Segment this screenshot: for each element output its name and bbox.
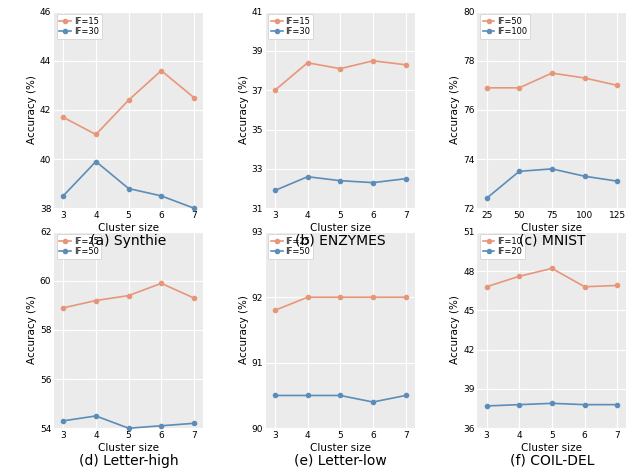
IF=50: [483, 85, 490, 91]
Line: IF=50: IF=50: [485, 71, 619, 90]
IF=100: [581, 174, 588, 179]
IF=100: [483, 196, 490, 201]
Line: IF=15: IF=15: [61, 68, 196, 137]
Line: IF=30: IF=30: [61, 160, 196, 210]
IF=100: [515, 168, 523, 174]
IF=50: [515, 85, 523, 91]
Text: (d) Letter-high: (d) Letter-high: [79, 454, 179, 468]
Y-axis label: Accuracy (%): Accuracy (%): [238, 296, 249, 365]
IF=10: [483, 284, 490, 290]
X-axis label: Cluster size: Cluster size: [98, 443, 159, 453]
IF=15: [304, 60, 312, 66]
IF=50: [581, 75, 588, 81]
IF=20: [614, 402, 621, 408]
IF=25: [336, 294, 344, 300]
Line: IF=25: IF=25: [61, 281, 196, 310]
Y-axis label: Accuracy (%): Accuracy (%): [27, 75, 37, 144]
IF=50: [190, 421, 198, 426]
Line: IF=20: IF=20: [485, 401, 619, 408]
IF=50: [548, 70, 556, 76]
IF=50: [125, 425, 132, 431]
IF=30: [92, 159, 100, 164]
IF=25: [125, 293, 132, 299]
IF=15: [190, 95, 198, 101]
Legend: IF=25, IF=50: IF=25, IF=50: [57, 234, 101, 259]
IF=25: [190, 295, 198, 301]
Y-axis label: Accuracy (%): Accuracy (%): [27, 296, 37, 365]
IF=20: [548, 401, 556, 406]
IF=50: [158, 423, 165, 429]
IF=50: [369, 399, 377, 405]
Line: IF=10: IF=10: [485, 266, 619, 289]
IF=30: [369, 180, 377, 185]
IF=100: [614, 178, 621, 184]
IF=15: [158, 68, 165, 73]
IF=25: [271, 307, 279, 313]
IF=15: [369, 58, 377, 64]
IF=10: [548, 266, 556, 271]
IF=20: [515, 402, 523, 408]
IF=50: [92, 413, 100, 419]
X-axis label: Cluster size: Cluster size: [522, 223, 583, 233]
IF=20: [581, 402, 588, 408]
IF=30: [190, 205, 198, 211]
IF=50: [336, 393, 344, 398]
X-axis label: Cluster size: Cluster size: [522, 443, 583, 453]
IF=30: [125, 186, 132, 191]
IF=20: [483, 403, 490, 409]
IF=30: [336, 178, 344, 183]
Legend: IF=15, IF=30: IF=15, IF=30: [57, 14, 102, 39]
IF=100: [548, 166, 556, 172]
X-axis label: Cluster size: Cluster size: [98, 223, 159, 233]
IF=15: [402, 62, 410, 67]
Line: IF=100: IF=100: [485, 167, 619, 200]
IF=15: [125, 97, 132, 103]
IF=30: [304, 174, 312, 180]
IF=30: [158, 193, 165, 199]
IF=10: [614, 283, 621, 288]
Line: IF=50: IF=50: [61, 414, 196, 430]
IF=50: [59, 418, 67, 424]
Legend: IF=15, IF=30: IF=15, IF=30: [268, 14, 313, 39]
IF=25: [59, 305, 67, 311]
Line: IF=25: IF=25: [273, 295, 408, 313]
Text: (b) ENZYMES: (b) ENZYMES: [295, 234, 385, 248]
Text: (c) MNIST: (c) MNIST: [519, 234, 585, 248]
Text: (f) COIL-DEL: (f) COIL-DEL: [509, 454, 594, 468]
Line: IF=50: IF=50: [273, 394, 408, 404]
IF=15: [92, 132, 100, 137]
IF=15: [271, 88, 279, 93]
IF=50: [304, 393, 312, 398]
IF=10: [581, 284, 588, 290]
X-axis label: Cluster size: Cluster size: [310, 223, 371, 233]
Text: (e) Letter-low: (e) Letter-low: [294, 454, 387, 468]
Line: IF=30: IF=30: [273, 175, 408, 192]
Legend: IF=25, IF=50: IF=25, IF=50: [268, 234, 313, 259]
IF=25: [304, 294, 312, 300]
IF=10: [515, 273, 523, 279]
Legend: IF=10, IF=20: IF=10, IF=20: [480, 234, 525, 259]
X-axis label: Cluster size: Cluster size: [310, 443, 371, 453]
Line: IF=15: IF=15: [273, 59, 408, 92]
IF=15: [336, 66, 344, 72]
IF=50: [402, 393, 410, 398]
IF=50: [271, 393, 279, 398]
IF=50: [614, 82, 621, 88]
IF=30: [402, 176, 410, 182]
Y-axis label: Accuracy (%): Accuracy (%): [238, 75, 249, 144]
IF=25: [402, 294, 410, 300]
Y-axis label: Accuracy (%): Accuracy (%): [450, 296, 460, 365]
IF=30: [59, 193, 67, 199]
IF=25: [369, 294, 377, 300]
Text: (a) Synthie: (a) Synthie: [90, 234, 167, 248]
IF=30: [271, 188, 279, 193]
IF=25: [158, 280, 165, 286]
Y-axis label: Accuracy (%): Accuracy (%): [450, 75, 460, 144]
Legend: IF=50, IF=100: IF=50, IF=100: [480, 14, 530, 39]
IF=25: [92, 298, 100, 303]
IF=15: [59, 115, 67, 120]
